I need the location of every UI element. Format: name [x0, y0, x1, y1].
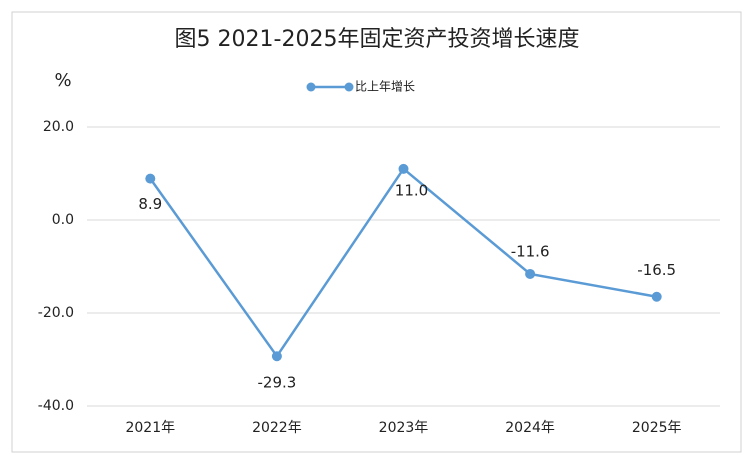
data-label: 11.0	[395, 181, 428, 199]
data-point	[398, 163, 409, 174]
chart-title: 图5 2021-2025年固定资产投资增长速度	[175, 27, 580, 52]
legend-marker	[344, 82, 354, 92]
legend-label: 比上年增长	[355, 80, 415, 94]
x-tick-label: 2021年	[125, 420, 175, 436]
y-tick-label: -20.0	[38, 305, 74, 321]
y-axis-label: %	[54, 70, 71, 91]
data-point	[271, 351, 282, 362]
x-tick-label: 2024年	[505, 420, 555, 436]
data-label: 8.9	[138, 195, 162, 213]
chart-border	[11, 11, 742, 453]
x-tick-label: 2022年	[252, 420, 302, 436]
y-tick-label: 20.0	[43, 119, 74, 135]
data-point	[651, 291, 662, 302]
legend-marker	[306, 82, 316, 92]
data-point	[145, 173, 156, 184]
y-tick-label: -40.0	[38, 398, 74, 414]
data-label: -29.3	[257, 374, 296, 392]
data-point	[525, 268, 536, 279]
data-label: -16.5	[637, 261, 676, 279]
data-label: -11.6	[511, 242, 550, 260]
x-tick-label: 2025年	[632, 420, 682, 436]
x-tick-label: 2023年	[379, 420, 429, 436]
y-tick-label: 0.0	[52, 212, 74, 228]
